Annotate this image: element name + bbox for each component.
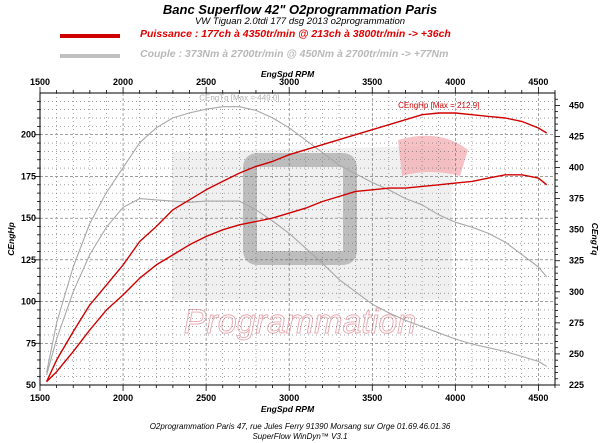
footer-software: SuperFlow WinDyn™ V3.1	[252, 432, 348, 441]
y-tick-label-left: 75	[26, 338, 36, 348]
y-tick-label-right: 250	[569, 349, 584, 359]
y-tick-label-right: 350	[569, 225, 584, 235]
y-tick-label-right: 225	[569, 380, 584, 390]
annotation-power-max: CEngHp [Max = 212.9]	[398, 101, 479, 110]
series-line-power_stock	[46, 174, 548, 383]
y-tick-label-right: 400	[569, 163, 584, 173]
chart-subtitle: VW Tiguan 2.0tdi 177 dsg 2013 o2programm…	[194, 16, 406, 27]
x-tick-label-top: 4000	[445, 77, 465, 87]
y-tick-label-left: 100	[21, 297, 36, 307]
y-tick-label-left: 175	[21, 171, 36, 181]
chart-grid	[40, 93, 555, 385]
plot-frame	[39, 92, 556, 386]
y-tick-label-left: 125	[21, 255, 36, 265]
x-tick-label: 2500	[196, 393, 216, 403]
y-tick-label-right: 275	[569, 318, 584, 328]
x-axis-title-bottom: EngSpd RPM	[261, 404, 315, 414]
series-line-torque_stock	[46, 198, 547, 376]
watermark-logo: Programmation	[172, 135, 468, 341]
series-line-power_mod	[45, 112, 548, 382]
x-tick-label-top: 2500	[196, 77, 216, 87]
watermark-accent	[398, 135, 468, 176]
x-tick-label-top: 2000	[113, 77, 133, 87]
legend-label-torque: Couple : 373Nm à 2700tr/min @ 450Nm à 27…	[140, 48, 449, 60]
legend-item-power: Puissance : 177ch à 4350tr/min @ 213ch à…	[60, 28, 600, 44]
x-tick-label-top: 4500	[528, 77, 548, 87]
x-tick-label: 4500	[528, 393, 548, 403]
x-axis-title-top: EngSpd RPM	[261, 69, 315, 79]
legend-item-torque: Couple : 373Nm à 2700tr/min @ 450Nm à 27…	[60, 48, 600, 64]
y-tick-label-right: 375	[569, 194, 584, 204]
y-tick-label-right: 325	[569, 256, 584, 266]
y-tick-label-left: 50	[26, 380, 36, 390]
y-tick-label-left: 200	[21, 130, 36, 140]
x-tick-label: 4000	[445, 393, 465, 403]
y-tick-label-left: 150	[21, 213, 36, 223]
chart-labels: 1500 1500 2000 2000 2500 2500 3000 3000 3500 3500…	[6, 69, 600, 414]
y-tick-label-right: 425	[569, 131, 584, 141]
y-tick-label-right: 450	[569, 100, 584, 110]
chart-title: Banc Superflow 42" O2programmation Paris	[162, 2, 438, 17]
legend-swatch-torque	[60, 54, 120, 58]
watermark-bg	[172, 146, 452, 300]
x-tick-label: 3000	[279, 393, 299, 403]
footer-address: O2programmation Paris 47, rue Jules Ferr…	[149, 422, 451, 431]
series-line-torque_mod	[46, 106, 548, 373]
watermark-ring	[243, 153, 357, 265]
annotation-torque-max: CEngTq [Max = 449.0]	[199, 94, 279, 103]
x-tick-label-top: 1500	[30, 77, 50, 87]
chart-axes	[35, 87, 560, 391]
legend-label-power: Puissance : 177ch à 4350tr/min @ 213ch à…	[140, 28, 451, 40]
y-axis-title-right: CEngTq	[590, 223, 600, 256]
x-tick-label: 1500	[30, 393, 50, 403]
x-tick-label: 2000	[113, 393, 133, 403]
legend-swatch-power	[60, 34, 120, 38]
y-axis-title-left: CEngHp	[6, 222, 16, 256]
x-tick-label-top: 3500	[362, 77, 382, 87]
y-tick-label-right: 300	[569, 287, 584, 297]
x-tick-label-top: 3000	[279, 77, 299, 87]
chart-series	[45, 106, 548, 383]
x-tick-label: 3500	[362, 393, 382, 403]
